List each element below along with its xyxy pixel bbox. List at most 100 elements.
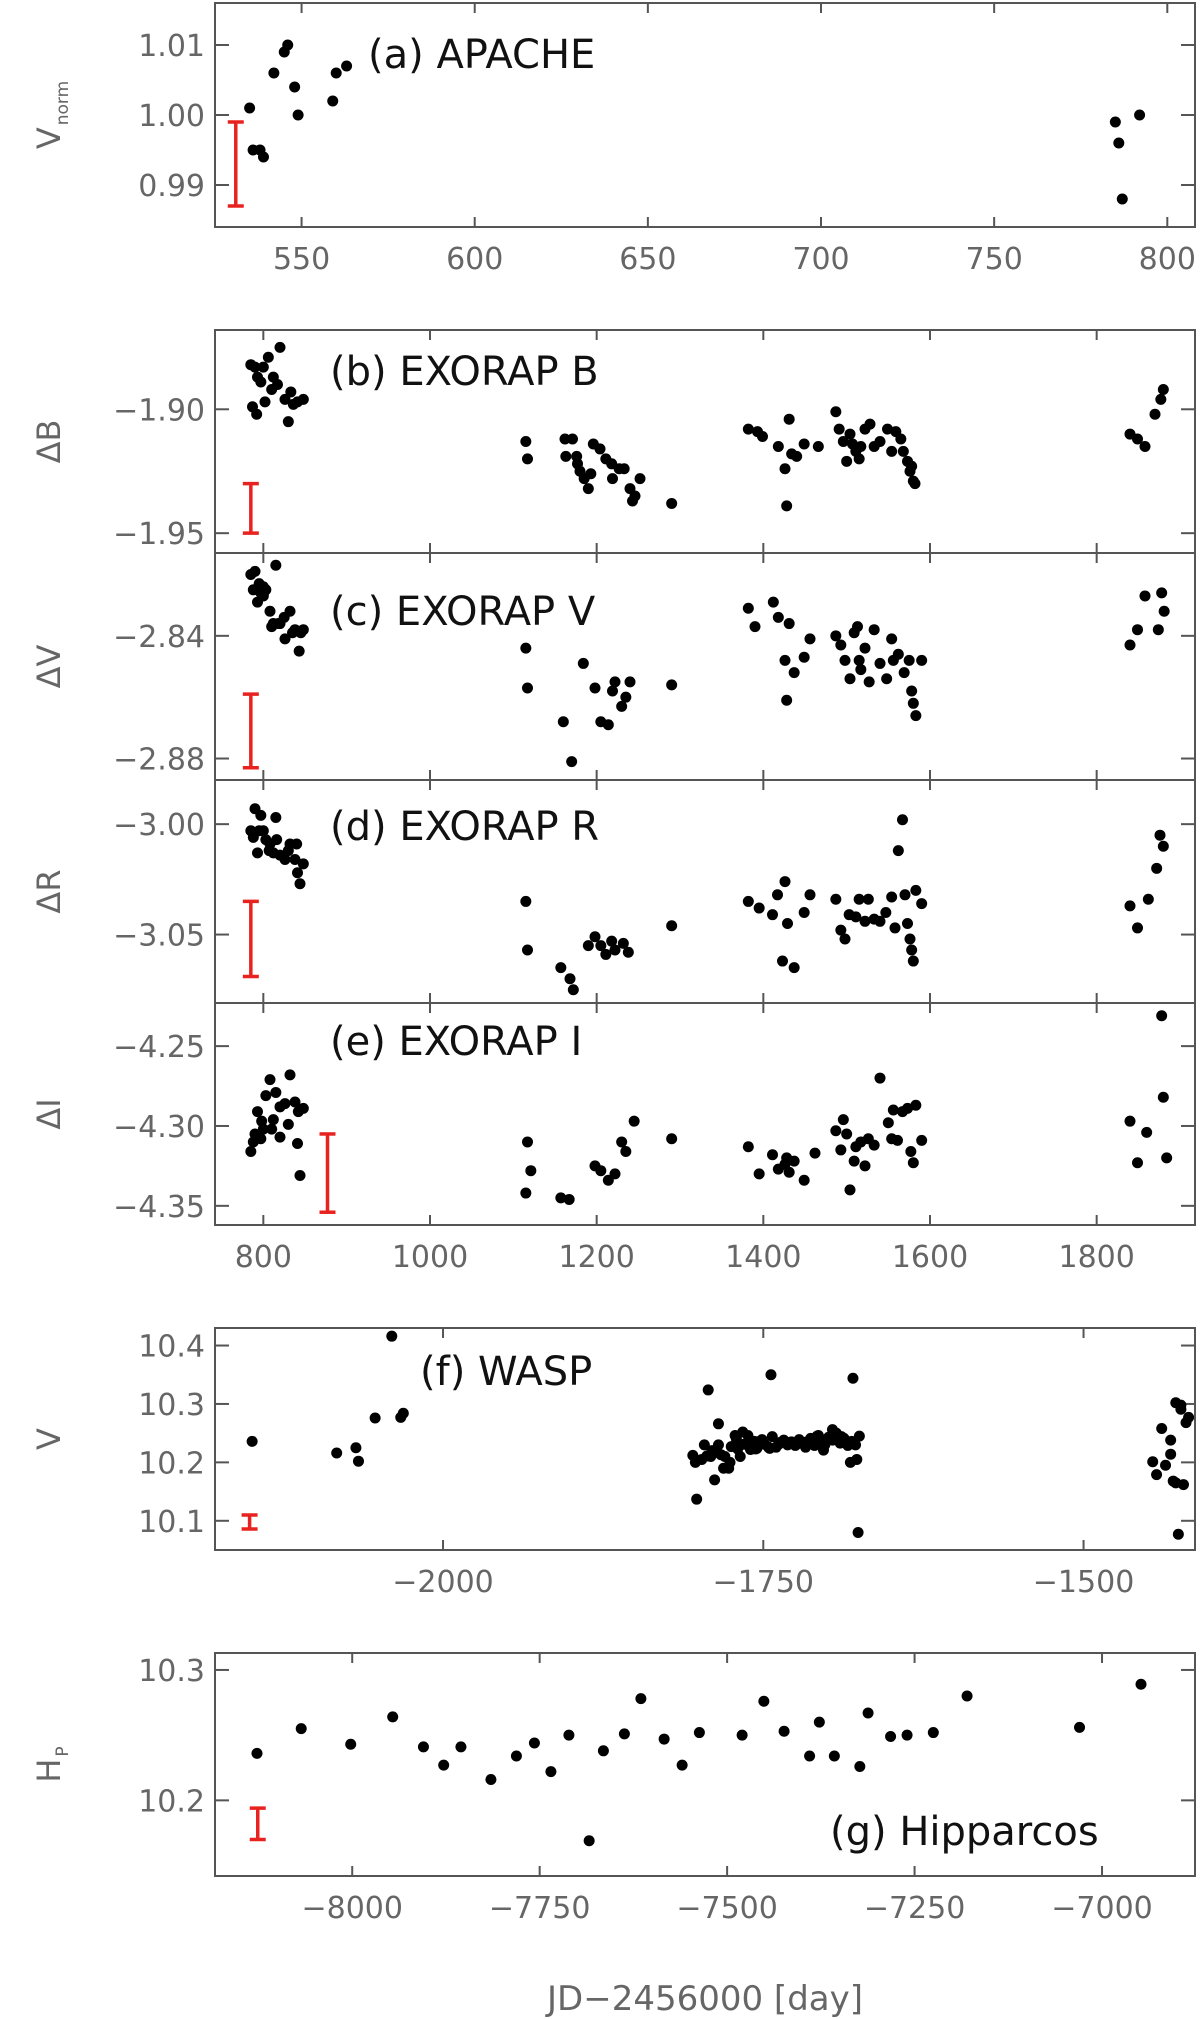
data-point — [853, 893, 865, 905]
data-point — [585, 468, 597, 480]
data-point — [844, 1184, 856, 1196]
x-tick-label: 800 — [1139, 242, 1196, 277]
data-point — [264, 1074, 276, 1086]
data-point — [835, 1431, 847, 1443]
data-point — [350, 1442, 362, 1454]
data-point — [859, 1160, 871, 1172]
data-point — [736, 1729, 748, 1741]
x-tick-label: −7000 — [1051, 1891, 1152, 1926]
data-point — [1124, 1115, 1136, 1127]
x-tick-label: 1200 — [558, 1240, 634, 1275]
data-point — [297, 393, 309, 405]
data-point — [1132, 433, 1143, 445]
data-point — [730, 1433, 742, 1445]
y-tick-label: 10.3 — [138, 1654, 205, 1689]
data-point — [892, 648, 904, 660]
data-point — [779, 654, 791, 666]
x-tick-label: −7250 — [864, 1891, 965, 1926]
data-point — [689, 1456, 701, 1468]
data-point — [1149, 408, 1161, 420]
data-point — [256, 1115, 268, 1127]
data-point — [851, 1453, 863, 1465]
x-tick-label: −2000 — [392, 1565, 493, 1600]
error-bar — [242, 899, 259, 979]
data-point — [1147, 1456, 1159, 1468]
data-point — [566, 756, 578, 768]
data-point — [247, 1136, 259, 1148]
data-point — [1124, 639, 1136, 651]
panel-d: −3.00 −3.05 ΔR (d) EXORAP R — [30, 779, 1196, 1004]
data-point — [910, 710, 922, 722]
panel-c: −2.84 −2.88 ΔV (c) EXORAP V — [30, 552, 1196, 781]
data-point — [783, 618, 795, 630]
y-axis-label: V — [30, 1428, 68, 1450]
data-point — [274, 341, 286, 353]
data-point — [264, 605, 276, 617]
data-point — [620, 1146, 632, 1158]
data-point — [330, 67, 342, 79]
data-point — [594, 443, 606, 455]
data-point — [765, 1369, 777, 1381]
data-point — [742, 1141, 754, 1153]
y-tick-label: −1.90 — [113, 393, 205, 428]
data-point — [252, 847, 263, 859]
data-point — [910, 1099, 922, 1111]
x-tick-label: 1400 — [725, 1240, 801, 1275]
data-point — [583, 1835, 595, 1847]
data-point — [270, 559, 282, 571]
data-point — [1124, 900, 1136, 912]
data-point — [961, 1690, 973, 1702]
data-point — [830, 893, 842, 905]
x-tick-label: 700 — [792, 242, 849, 277]
data-point — [901, 1729, 913, 1741]
data-point — [270, 812, 282, 824]
data-point — [246, 1435, 258, 1447]
y-tick-label: 1.01 — [138, 29, 205, 64]
data-point — [757, 431, 768, 443]
data-point — [839, 933, 851, 945]
x-tick-label: −8000 — [301, 1891, 402, 1926]
data-point — [874, 436, 886, 447]
data-point — [835, 924, 847, 936]
data-point — [327, 95, 339, 107]
y-axis-label: ΔR — [30, 869, 68, 913]
data-point — [916, 654, 928, 666]
data-point — [1132, 624, 1143, 636]
data-point — [907, 955, 919, 967]
data-point — [906, 685, 918, 697]
data-point — [607, 473, 618, 485]
data-point — [788, 667, 800, 679]
y-tick-label: −2.84 — [113, 620, 205, 655]
data-point — [567, 984, 579, 996]
error-bar — [227, 120, 244, 208]
data-point — [341, 60, 353, 72]
data-point — [734, 1451, 746, 1463]
panel-f: −2000 −1750 −1500 10.1 10.2 10.3 10.4 V (f) WASP — [30, 1327, 1196, 1600]
data-point — [279, 853, 291, 865]
data-point — [284, 1069, 296, 1081]
data-point — [1157, 840, 1169, 852]
data-point — [916, 898, 928, 910]
data-point — [271, 834, 283, 846]
data-point — [847, 1372, 859, 1384]
data-point — [255, 809, 267, 821]
data-point — [852, 621, 863, 633]
data-point — [767, 909, 778, 921]
data-point — [624, 676, 636, 688]
y-tick-label: −4.30 — [113, 1110, 205, 1145]
data-point — [520, 1187, 532, 1199]
data-point — [1141, 1126, 1153, 1138]
y-tick-label: 10.2 — [138, 1446, 205, 1481]
data-point — [859, 915, 871, 927]
data-point — [902, 1102, 913, 1114]
x-tick-label: 1600 — [892, 1240, 968, 1275]
data-point — [773, 1438, 785, 1450]
data-point — [1132, 922, 1143, 934]
data-point — [910, 884, 922, 896]
panel-annotation: (a) APACHE — [368, 32, 595, 78]
data-point — [609, 1168, 621, 1180]
data-point — [897, 445, 909, 457]
data-point — [828, 1750, 840, 1762]
data-point — [295, 1723, 307, 1735]
data-point — [666, 1133, 678, 1145]
